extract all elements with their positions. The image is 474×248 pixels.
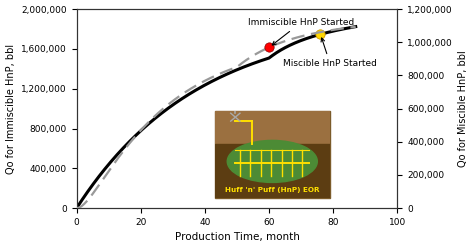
Point	[265, 45, 273, 49]
X-axis label: Production Time, month: Production Time, month	[174, 232, 300, 243]
Text: Immiscible HnP Started: Immiscible HnP Started	[248, 18, 354, 45]
Point	[317, 32, 324, 36]
Y-axis label: Qo for Miscible HnP, bbl: Qo for Miscible HnP, bbl	[458, 50, 468, 167]
Y-axis label: Qo for Immiscible HnP, bbl: Qo for Immiscible HnP, bbl	[6, 44, 16, 174]
Text: Miscible HnP Started: Miscible HnP Started	[283, 38, 377, 68]
